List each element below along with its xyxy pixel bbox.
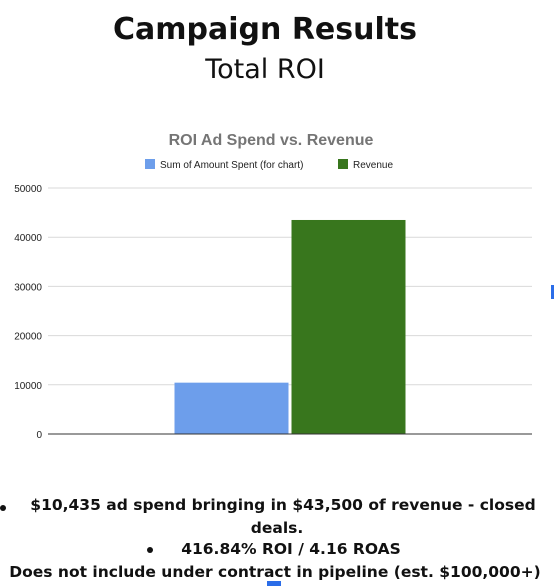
legend-swatch-spend: [145, 159, 155, 169]
bar-revenue: [291, 219, 406, 434]
resize-handle-right[interactable]: [551, 285, 554, 299]
y-tick-label: 50000: [14, 184, 42, 195]
y-tick-label: 40000: [14, 233, 42, 244]
page-title: Campaign Results: [113, 12, 417, 47]
legend-swatch-revenue: [338, 159, 348, 169]
chart-legend: Sum of Amount Spent (for chart) Revenue: [145, 159, 393, 171]
y-axis-ticks: 0 10000 20000 30000 40000 50000: [14, 184, 42, 441]
legend-label-spend: Sum of Amount Spent (for chart): [160, 160, 303, 171]
bullet-text-line-2: 416.84% ROI / 4.16 ROAS: [181, 540, 401, 558]
bar-ad-spend: [174, 382, 289, 434]
y-tick-label: 0: [36, 430, 42, 441]
y-tick-label: 30000: [14, 282, 42, 293]
chart-bars: [174, 219, 406, 434]
y-tick-label: 20000: [14, 332, 42, 343]
legend-label-revenue: Revenue: [353, 160, 393, 171]
bullet-text-line-3: Does not include under contract in pipel…: [9, 563, 541, 581]
bullet-text-line-1: $10,435 ad spend bringing in $43,500 of …: [30, 496, 536, 514]
bullet-text-line-1b: deals.: [250, 519, 304, 537]
bullet-dot-2: [147, 547, 153, 553]
bar-chart: ROI Ad Spend vs. Revenue Sum of Amount S…: [14, 132, 532, 441]
chart-title: ROI Ad Spend vs. Revenue: [169, 132, 374, 149]
chart-gridlines: [48, 187, 532, 386]
resize-handle-bottom[interactable]: [267, 581, 281, 586]
bullet-dot-1: [0, 505, 6, 511]
page-subtitle: Total ROI: [205, 54, 325, 85]
y-tick-label: 10000: [14, 381, 42, 392]
